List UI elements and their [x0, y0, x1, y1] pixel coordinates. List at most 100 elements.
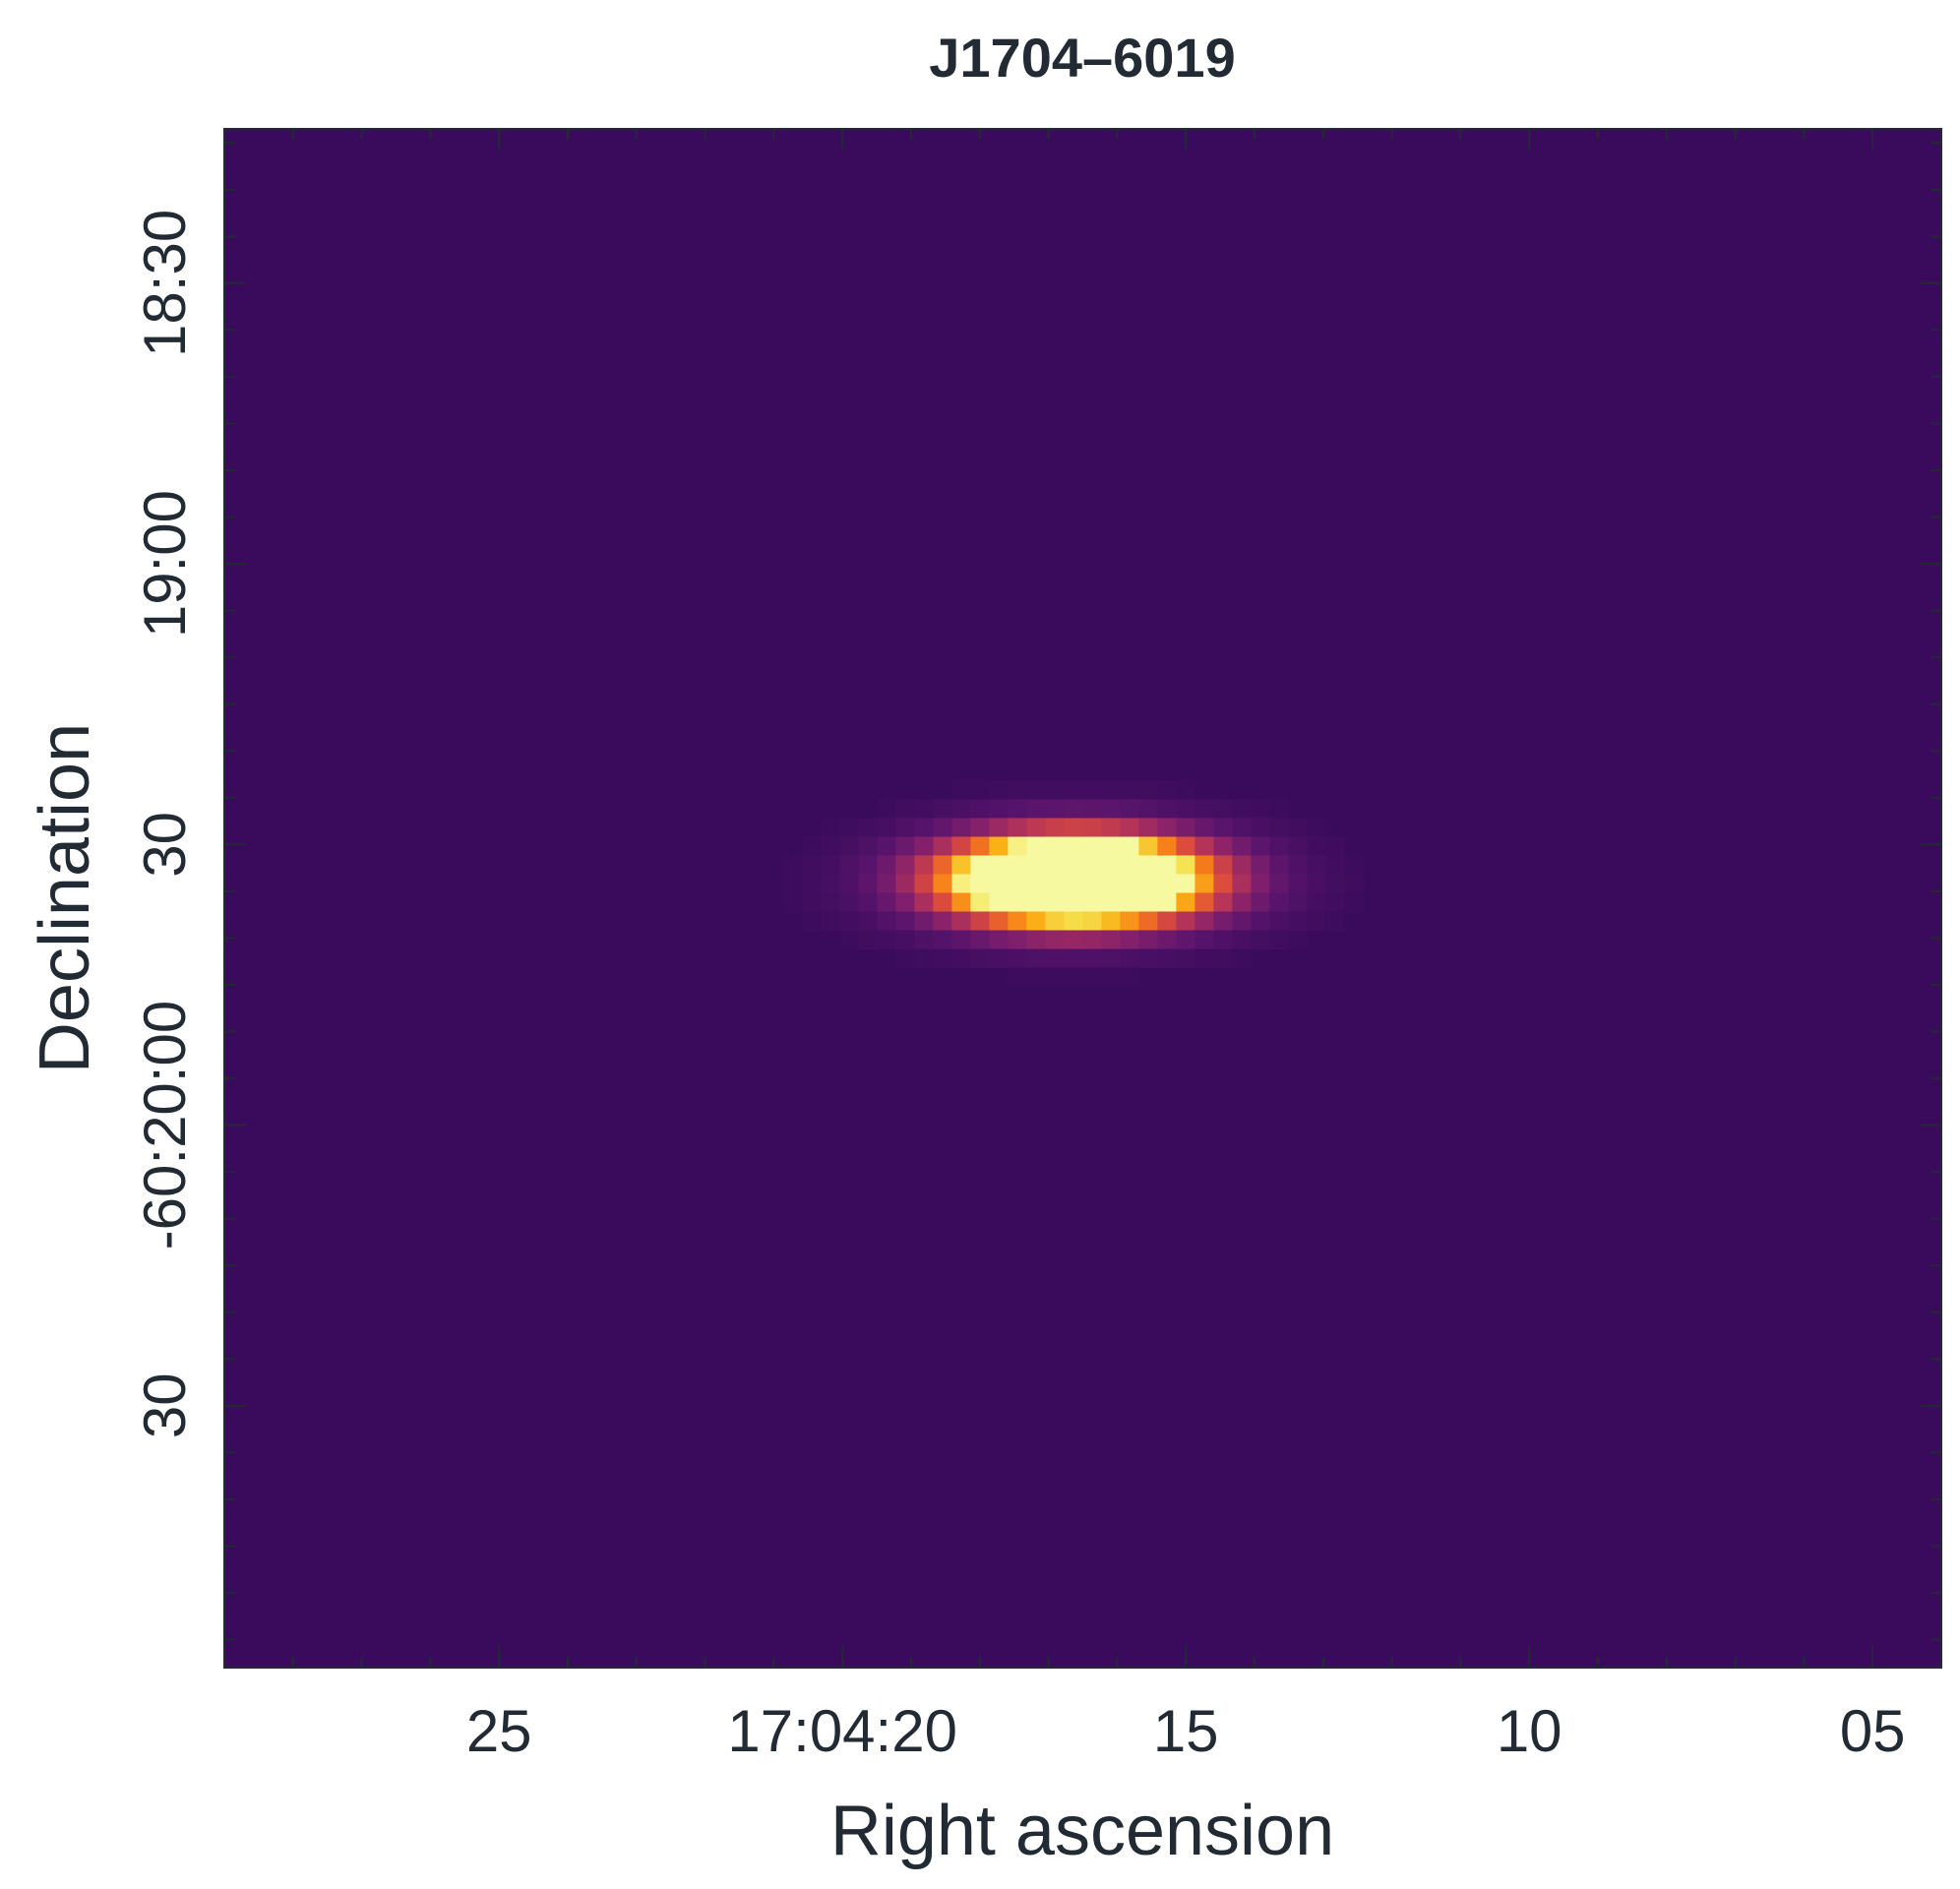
heatmap-cell: [895, 911, 915, 932]
heatmap-cell: [1120, 892, 1139, 913]
heatmap-cell: [1082, 780, 1102, 801]
heatmap-cell: [970, 836, 990, 857]
heatmap-cell: [877, 799, 896, 820]
heatmap-cell: [1082, 874, 1102, 894]
heatmap-cell: [1101, 874, 1121, 894]
heatmap-cell: [1194, 855, 1214, 876]
heatmap-cell: [1251, 799, 1270, 820]
heatmap-cell: [1176, 874, 1195, 894]
heatmap-cell: [839, 836, 859, 857]
heatmap-cell: [1120, 799, 1139, 820]
heatmap-cell: [914, 836, 934, 857]
heatmap-cell: [933, 855, 952, 876]
heatmap-cell: [1082, 836, 1102, 857]
heatmap-cell: [933, 911, 952, 932]
heatmap-cell: [1064, 855, 1083, 876]
heatmap-cell: [821, 874, 840, 894]
heatmap-cell: [1026, 892, 1046, 913]
heatmap-cell: [1064, 818, 1083, 838]
heatmap-cell: [821, 911, 840, 932]
heatmap-cell: [1232, 799, 1252, 820]
heatmap-cell: [1213, 948, 1233, 969]
heatmap-cell: [1045, 818, 1065, 838]
heatmap-cell: [1008, 874, 1027, 894]
heatmap-cell: [1101, 780, 1121, 801]
heatmap-cell: [1157, 818, 1177, 838]
heatmap-cell: [1325, 874, 1345, 894]
heatmap-cell: [858, 874, 878, 894]
heatmap-cell: [1026, 836, 1046, 857]
heatmap-cell: [1176, 930, 1195, 950]
heatmap-cell: [1288, 818, 1308, 838]
heatmap-cell: [1251, 855, 1270, 876]
heatmap-cell: [1064, 892, 1083, 913]
heatmap-cell: [1138, 892, 1158, 913]
heatmap-cell: [1157, 780, 1177, 801]
heatmap-cell: [1232, 836, 1252, 857]
chart-title: J1704–6019: [929, 27, 1235, 89]
heatmap-cell: [1064, 799, 1083, 820]
heatmap-cell: [1101, 855, 1121, 876]
heatmap-cell: [989, 855, 1009, 876]
heatmap-cell: [783, 874, 803, 894]
heatmap-cell: [895, 799, 915, 820]
heatmap-cell: [1064, 836, 1083, 857]
heatmap-cell: [821, 818, 840, 838]
y-tick-label: -60:20:00: [132, 1001, 198, 1250]
x-axis-label: Right ascension: [830, 1792, 1334, 1870]
heatmap-cell: [1120, 818, 1139, 838]
heatmap-cell: [858, 818, 878, 838]
heatmap-cell: [1232, 818, 1252, 838]
x-tick-label: 17:04:20: [727, 1698, 957, 1764]
heatmap-cell: [802, 855, 822, 876]
heatmap-cell: [1251, 892, 1270, 913]
heatmap-cell: [858, 930, 878, 950]
y-tick-label: 19:00: [132, 490, 198, 638]
heatmap-cell: [1213, 818, 1233, 838]
heatmap-cell: [1101, 836, 1121, 857]
heatmap-cell: [1120, 948, 1139, 969]
heatmap-cell: [1138, 836, 1158, 857]
heatmap-cell: [1138, 948, 1158, 969]
heatmap-cell: [1045, 930, 1065, 950]
heatmap-cell: [1157, 799, 1177, 820]
heatmap-cell: [1213, 930, 1233, 950]
x-axis-ticks: 25 17:04:20 15 10 05: [223, 129, 1942, 1764]
heatmap-cell: [1213, 855, 1233, 876]
heatmap-cell: [1194, 892, 1214, 913]
heatmap-cell: [821, 836, 840, 857]
heatmap-cell: [1101, 911, 1121, 932]
heatmap-cell: [1138, 780, 1158, 801]
heatmap-cell: [970, 911, 990, 932]
heatmap-pixels: [783, 780, 1364, 988]
heatmap-cell: [1307, 892, 1326, 913]
heatmap-cell: [933, 818, 952, 838]
heatmap-cell: [1120, 780, 1139, 801]
heatmap-cell: [1101, 799, 1121, 820]
heatmap-cell: [1325, 911, 1345, 932]
heatmap-cell: [914, 911, 934, 932]
heatmap-cell: [877, 911, 896, 932]
heatmap-cell: [970, 780, 990, 801]
heatmap-cell: [1045, 911, 1065, 932]
heatmap-cell: [895, 892, 915, 913]
y-tick-label: 30: [132, 1372, 198, 1438]
heatmap-cell: [1120, 874, 1139, 894]
heatmap-cell: [1269, 855, 1289, 876]
heatmap-cell: [1082, 818, 1102, 838]
heatmap-cell: [1138, 930, 1158, 950]
heatmap-cell: [1213, 836, 1233, 857]
heatmap-cell: [858, 911, 878, 932]
heatmap-cell: [877, 855, 896, 876]
heatmap-cell: [1307, 836, 1326, 857]
heatmap-cell: [1194, 836, 1214, 857]
heatmap-cell: [951, 855, 971, 876]
heatmap-cell: [1269, 818, 1289, 838]
heatmap-cell: [1232, 911, 1252, 932]
heatmap-cell: [1045, 892, 1065, 913]
heatmap-cell: [1194, 911, 1214, 932]
heatmap-cell: [970, 855, 990, 876]
heatmap-cell: [989, 836, 1009, 857]
heatmap-cell: [1138, 818, 1158, 838]
heatmap-cell: [1194, 930, 1214, 950]
